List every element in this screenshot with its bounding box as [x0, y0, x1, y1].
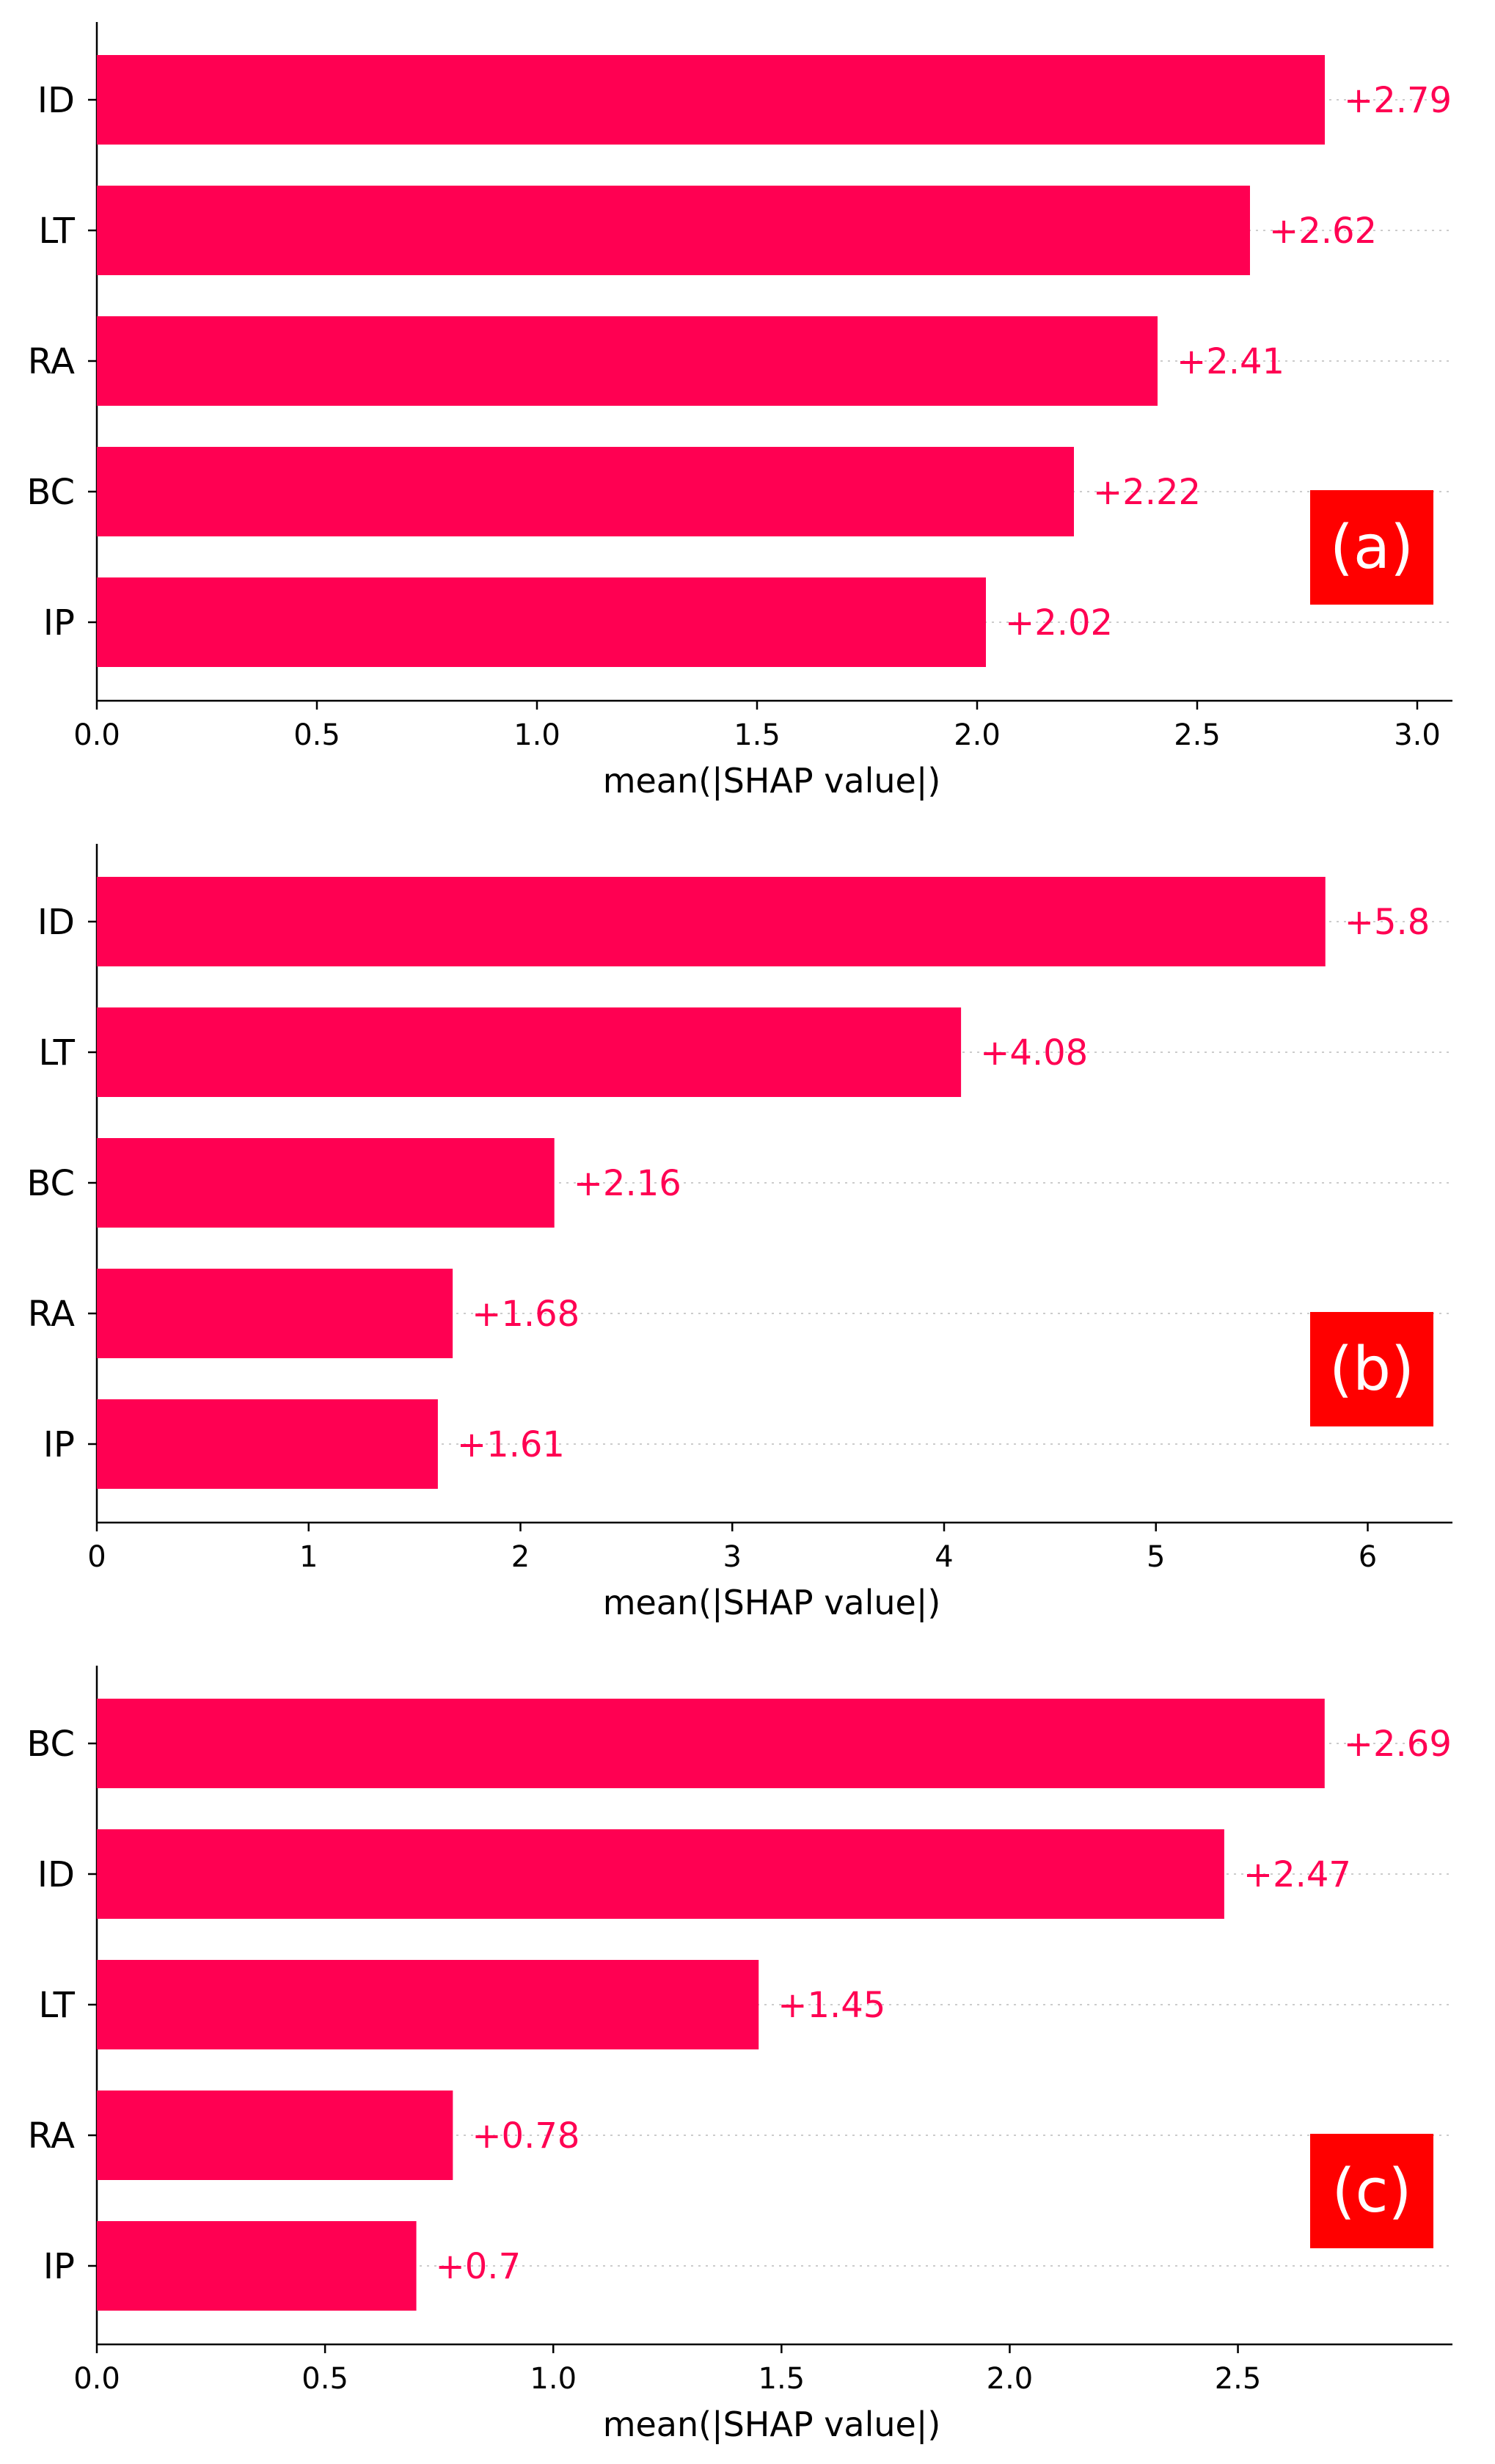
bar	[97, 2091, 453, 2180]
x-tick-label: 0	[87, 1540, 106, 1574]
panel-label: (b)	[1329, 1335, 1414, 1404]
bar	[97, 1269, 453, 1358]
x-axis-label: mean(|SHAP value|)	[603, 2405, 941, 2445]
panel-label: (c)	[1331, 2157, 1411, 2226]
x-tick-label: 3.0	[1394, 718, 1441, 752]
panel-label-box	[1310, 490, 1433, 605]
category-label: ID	[37, 902, 75, 943]
panel-label-box	[1310, 1312, 1433, 1426]
bar	[97, 447, 1074, 536]
x-tick-label: 1.5	[734, 718, 781, 752]
value-label: +5.8	[1345, 902, 1430, 943]
bar	[97, 186, 1250, 275]
value-label: +4.08	[980, 1032, 1088, 1074]
category-label: ID	[37, 80, 75, 121]
category-label: RA	[28, 2115, 75, 2157]
value-label: +2.02	[1005, 602, 1113, 644]
panel-label-box	[1310, 2134, 1433, 2248]
bar	[97, 1007, 962, 1097]
x-tick-label: 0.0	[73, 718, 120, 752]
bar	[97, 1399, 438, 1489]
value-label: +1.61	[457, 1424, 565, 1465]
x-tick-label: 0.0	[73, 2362, 120, 2396]
bar	[97, 55, 1325, 145]
x-tick-label: 2.0	[987, 2362, 1034, 2396]
x-tick-label: 0.5	[293, 718, 340, 752]
bar	[97, 1829, 1224, 1919]
category-label: RA	[28, 1294, 75, 1335]
x-axis-label: mean(|SHAP value|)	[603, 1583, 941, 1623]
bar	[97, 577, 986, 667]
x-tick-label: 2	[511, 1540, 530, 1574]
chart-panel-c: BC +2.69 ID +2.47 LT +1.45 RA +0.78 IP +0.7 0.0 0.5…	[0, 1644, 1495, 2461]
bar-chart-a: ID +2.79 LT +2.62 RA +2.41 BC +2.22 IP +2.02 0.0 0.…	[26, 22, 1452, 801]
category-label: LT	[39, 211, 76, 252]
category-label: IP	[43, 602, 75, 644]
chart-panel-a: ID +2.79 LT +2.62 RA +2.41 BC +2.22 IP +2.02 0.0 0.…	[0, 0, 1495, 817]
x-tick-label: 5	[1147, 1540, 1165, 1574]
value-label: +1.68	[472, 1294, 580, 1335]
value-label: +2.22	[1093, 472, 1201, 513]
x-tick-label: 2.0	[954, 718, 1001, 752]
category-label: LT	[39, 1985, 76, 2026]
value-label: +2.79	[1344, 80, 1452, 121]
category-label: IP	[43, 2246, 75, 2287]
bar-chart-b: ID +5.8 LT +4.08 BC +2.16 RA +1.68 IP +1.61 0 1 2 3 4 5…	[26, 844, 1452, 1623]
bar	[97, 2221, 417, 2311]
value-label: +2.69	[1344, 1724, 1452, 1765]
x-tick-label: 4	[935, 1540, 953, 1574]
bar	[97, 1138, 555, 1228]
value-label: +2.62	[1269, 211, 1377, 252]
x-tick-label: 3	[723, 1540, 742, 1574]
bar	[97, 316, 1158, 406]
category-label: RA	[28, 341, 75, 382]
category-label: BC	[26, 1163, 75, 1204]
category-label: IP	[43, 1424, 75, 1465]
value-label: +0.7	[436, 2246, 522, 2287]
bar-chart-c: BC +2.69 ID +2.47 LT +1.45 RA +0.78 IP +0.7 0.0 0.5…	[26, 1666, 1452, 2445]
value-label: +1.45	[778, 1985, 885, 2026]
category-label: BC	[26, 1724, 75, 1765]
x-tick-label: 6	[1359, 1540, 1377, 1574]
value-label: +2.41	[1177, 341, 1284, 382]
x-tick-label: 1.0	[530, 2362, 577, 2396]
category-label: LT	[39, 1032, 76, 1074]
x-axis-label: mean(|SHAP value|)	[603, 761, 941, 801]
x-tick-label: 1.0	[513, 718, 560, 752]
bar	[97, 1699, 1325, 1788]
value-label: +2.16	[574, 1163, 681, 1204]
bar	[97, 877, 1326, 966]
category-label: BC	[26, 472, 75, 513]
panel-label: (a)	[1330, 513, 1414, 583]
value-label: +0.78	[472, 2115, 580, 2157]
x-tick-label: 1	[299, 1540, 318, 1574]
value-label: +2.47	[1243, 1854, 1351, 1895]
x-tick-label: 0.5	[301, 2362, 348, 2396]
x-tick-label: 1.5	[759, 2362, 805, 2396]
x-tick-label: 2.5	[1174, 718, 1221, 752]
x-tick-label: 2.5	[1215, 2362, 1262, 2396]
bar	[97, 1960, 759, 2049]
chart-panel-b: ID +5.8 LT +4.08 BC +2.16 RA +1.68 IP +1.61 0 1 2 3 4 5…	[0, 822, 1495, 1639]
category-label: ID	[37, 1854, 75, 1895]
